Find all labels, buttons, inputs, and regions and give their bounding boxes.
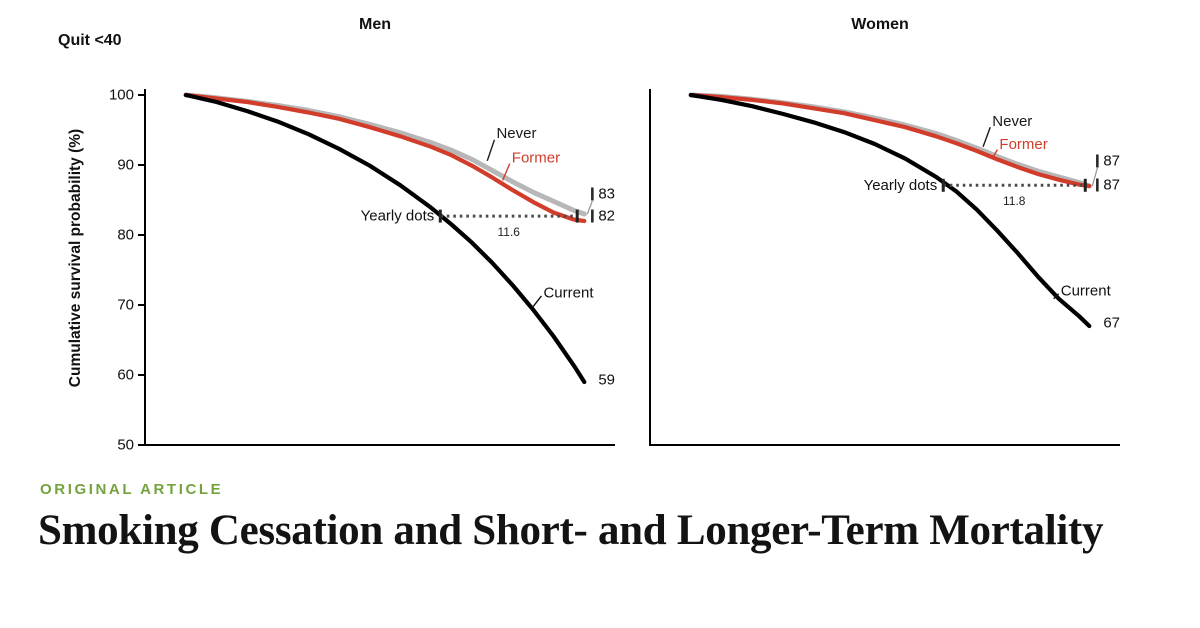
former-curve bbox=[688, 92, 1092, 189]
y-axis-label-wrap: Cumulative survival probability (%) bbox=[56, 70, 96, 446]
current-end-value: 67 bbox=[1103, 315, 1120, 332]
women-chart: Yearly dots 11.8 Never 87 Former 87 Current 67 bbox=[600, 70, 1160, 475]
never-end-value: 87 bbox=[1103, 153, 1120, 170]
yearly-dots-label: Yearly dots bbox=[361, 208, 435, 225]
article-title: Smoking Cessation and Short- and Longer-… bbox=[38, 507, 1104, 554]
y-tick-label: 100 bbox=[109, 87, 134, 104]
former-leader bbox=[501, 163, 511, 181]
former-label: Former bbox=[512, 150, 560, 167]
current-label: Current bbox=[1061, 283, 1112, 300]
never-label: Never bbox=[496, 125, 536, 142]
former-end-value: 87 bbox=[1103, 177, 1120, 194]
y-tick-label: 70 bbox=[117, 297, 134, 314]
y-tick-label: 50 bbox=[117, 437, 134, 454]
former-leader bbox=[992, 149, 998, 157]
men-chart-svg: 100 90 80 70 60 50 Yearly dots 11.6 Never 83 Forme… bbox=[109, 87, 615, 454]
men-chart: 100 90 80 70 60 50 Yearly dots 11.6 Never 83 Forme… bbox=[95, 70, 655, 475]
former-end-value: 82 bbox=[598, 208, 615, 225]
current-end-value: 59 bbox=[598, 372, 615, 389]
axes bbox=[144, 89, 615, 446]
article-kicker: ORIGINAL ARTICLE bbox=[40, 481, 224, 498]
current-label: Current bbox=[543, 285, 594, 302]
never-end-value: 83 bbox=[598, 186, 615, 203]
never-leader bbox=[982, 126, 991, 148]
quit-age-label: Quit <40 bbox=[58, 32, 122, 49]
gap-value: 11.6 bbox=[498, 225, 521, 239]
gap-value: 11.8 bbox=[1003, 194, 1026, 208]
axes bbox=[649, 89, 1120, 446]
never-end-connector bbox=[586, 200, 593, 215]
never-label: Never bbox=[992, 113, 1032, 130]
never-leader bbox=[486, 139, 496, 162]
current-curve bbox=[688, 92, 1092, 329]
current-leader bbox=[1053, 293, 1060, 300]
y-axis-label: Cumulative survival probability (%) bbox=[67, 128, 84, 388]
y-tick-label: 80 bbox=[117, 227, 134, 244]
panel-title-women: Women bbox=[851, 16, 909, 33]
former-curve bbox=[183, 92, 587, 224]
y-tick-label: 60 bbox=[117, 367, 134, 384]
women-chart-svg: Yearly dots 11.8 Never 87 Former 87 Current 67 bbox=[649, 89, 1120, 446]
never-end-connector bbox=[1091, 167, 1098, 187]
yearly-dots-label: Yearly dots bbox=[864, 177, 938, 194]
panel-title-men: Men bbox=[359, 16, 391, 33]
y-tick-label: 90 bbox=[117, 157, 134, 174]
current-curve bbox=[183, 92, 587, 385]
former-label: Former bbox=[999, 136, 1047, 153]
current-leader bbox=[532, 295, 542, 307]
